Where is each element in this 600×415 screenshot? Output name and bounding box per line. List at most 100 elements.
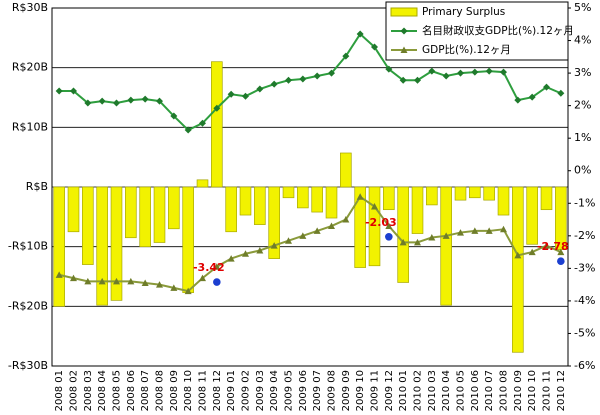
marker [84, 277, 92, 285]
bar [454, 186, 467, 201]
marker [184, 287, 192, 295]
y2-tick-label: 0% [574, 164, 591, 177]
y2-tick-label: -2% [574, 229, 595, 242]
y2-tick-label: 3% [574, 66, 591, 79]
bar [469, 186, 481, 199]
x-tick-label: 2009 12 [384, 370, 395, 411]
y2-tick-label: 4% [574, 34, 591, 47]
point [557, 257, 565, 266]
marker [127, 96, 135, 104]
y-tick-label: -R$30B [8, 359, 48, 372]
marker [285, 237, 292, 244]
y-tick-label: R$10B [12, 120, 48, 133]
marker [127, 277, 135, 285]
marker [399, 76, 407, 84]
x-tick-label: 2008 08 [155, 370, 166, 411]
bar [497, 186, 510, 216]
marker [471, 227, 479, 234]
x-tick-label: 2010 08 [499, 370, 510, 411]
marker [428, 67, 436, 75]
marker [98, 97, 106, 105]
x-tick-label: 2008 10 [183, 370, 194, 411]
marker [471, 68, 479, 76]
bar [340, 152, 352, 188]
marker [70, 87, 77, 95]
bar [53, 186, 65, 307]
x-tick-label: 2009 09 [341, 370, 352, 411]
x-tick-label: 2010 05 [456, 370, 467, 411]
legend-swatch [390, 7, 418, 17]
x-tick-label: 2010 03 [427, 370, 438, 411]
marker [543, 242, 550, 249]
marker [514, 251, 522, 259]
marker [141, 95, 149, 103]
y2-tick-label: 2% [574, 99, 591, 112]
marker [299, 75, 307, 83]
marker [514, 96, 522, 104]
marker [342, 52, 350, 60]
bar [354, 186, 366, 268]
x-tick-label: 2010 11 [542, 370, 553, 411]
point [213, 278, 221, 286]
marker [156, 281, 163, 288]
bar [325, 186, 338, 219]
marker [285, 76, 292, 84]
bar [368, 186, 381, 267]
marker [113, 277, 120, 285]
x-tick-label: 2009 11 [370, 370, 381, 411]
y2-tick-label: -3% [574, 261, 595, 274]
x-tick-label: 2010 10 [527, 370, 538, 411]
bar [512, 186, 524, 353]
bar [67, 186, 80, 233]
legend-marker [400, 27, 408, 35]
marker [55, 87, 63, 95]
legend-label: 名目財政収支GDP比(%).12ヶ月 [422, 24, 574, 37]
marker [170, 112, 178, 120]
marker [557, 89, 565, 97]
bar [182, 186, 194, 293]
x-tick-label: 2008 12 [212, 370, 223, 411]
marker [356, 193, 364, 200]
x-tick-label: 2008 07 [140, 370, 151, 411]
marker [528, 248, 536, 256]
x-tick-label: 2008 03 [83, 370, 94, 411]
marker [485, 67, 493, 75]
marker [199, 119, 206, 127]
marker [485, 227, 493, 234]
bar [168, 186, 180, 230]
marker [500, 68, 507, 76]
marker [270, 80, 278, 88]
value-label: -2.78 [537, 240, 569, 253]
marker [170, 284, 178, 291]
bar [139, 186, 151, 248]
point [385, 232, 393, 241]
marker [500, 225, 507, 233]
bar [540, 186, 553, 211]
marker [414, 238, 421, 246]
y-tick-label: -R$10B [8, 240, 48, 253]
x-tick-label: 2009 01 [226, 370, 237, 411]
value-label: -2.03 [365, 216, 397, 229]
marker [371, 203, 378, 210]
y-tick-label: R$30B [12, 1, 48, 14]
marker [242, 250, 249, 257]
x-tick-label: 2008 06 [126, 370, 137, 411]
marker [414, 76, 421, 84]
bar [96, 186, 108, 306]
x-tick-label: 2010 07 [484, 370, 495, 411]
marker [227, 255, 235, 262]
marker [270, 242, 278, 249]
marker [184, 126, 192, 134]
bar [254, 186, 266, 225]
marker [70, 274, 77, 282]
y2-tick-label: -6% [574, 359, 595, 372]
y-tick-label: R$B [26, 180, 48, 193]
marker [141, 279, 149, 287]
marker [371, 43, 378, 51]
bar [110, 186, 123, 301]
marker [213, 263, 221, 270]
x-tick-label: 2010 09 [513, 370, 524, 411]
bar [397, 186, 409, 283]
x-tick-label: 2009 10 [355, 370, 366, 411]
